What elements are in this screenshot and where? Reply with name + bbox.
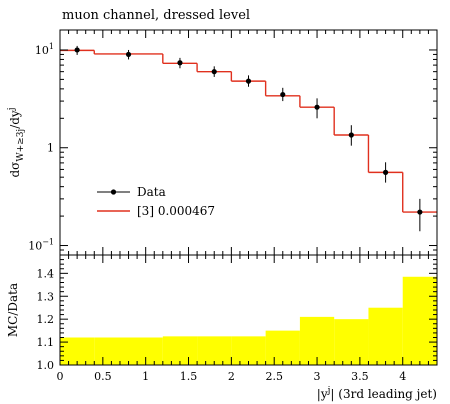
ratio-xtick-label: 2 — [228, 370, 235, 383]
chart-title: muon channel, dressed level — [62, 8, 250, 23]
data-point-7 — [314, 104, 320, 110]
main-axis-ticks: 10−1 1 101 — [28, 30, 437, 256]
ratio-xtick-label: 1.5 — [180, 370, 198, 383]
ratio-panel: 1.0 1.1 1.2 1.3 1.4 0 0.5 1 1.5 2 2.5 3 3.5 4 MC/Data… — [6, 254, 438, 401]
ratio-ytick-label: 1.3 — [37, 290, 55, 303]
main-data-points — [74, 45, 423, 232]
ratio-bar-5 — [231, 336, 266, 365]
ratio-xtick-label: 0 — [57, 370, 64, 383]
ratio-bar-3 — [162, 336, 198, 365]
ratio-bar-7 — [299, 316, 335, 365]
main-y-axis-label: dσW+≥3j/dyj — [7, 107, 26, 177]
ratio-y-axis-label: MC/Data — [6, 283, 20, 337]
data-point-5 — [245, 78, 252, 84]
main-ytick-label: 1 — [47, 142, 54, 155]
legend-label-mc: [3] 0.000467 — [137, 204, 215, 218]
ratio-bar-8 — [334, 319, 369, 365]
ratio-ytick-label: 1.2 — [37, 313, 55, 326]
main-ytick-label: 10−1 — [28, 238, 54, 253]
main-plot-frame — [59, 29, 438, 256]
data-point-2 — [125, 51, 132, 58]
ratio-xtick-label: 1 — [142, 370, 149, 383]
ratio-axis-ticks: 1.0 1.1 1.2 1.3 1.4 0 0.5 1 1.5 2 2.5 3 3.5 4 — [37, 254, 437, 383]
ratio-bar-6 — [265, 330, 300, 365]
legend: Data [3] 0.000467 — [97, 185, 215, 218]
ratio-band — [60, 276, 437, 365]
ratio-plot-frame — [59, 254, 438, 366]
ratio-bar-4 — [197, 336, 232, 365]
x-axis-label: |yj| (3rd leading jet) — [317, 386, 437, 401]
ratio-xtick-label: 4 — [399, 370, 406, 383]
ratio-ytick-label: 1.1 — [37, 336, 55, 349]
ratio-bar-10 — [402, 276, 437, 365]
ratio-xtick-label: 2.5 — [265, 370, 283, 383]
data-point-9 — [382, 169, 389, 175]
ratio-ytick-label: 1.4 — [37, 267, 55, 280]
ratio-xtick-label: 0.5 — [94, 370, 112, 383]
data-point-4 — [211, 69, 217, 75]
main-series-line — [60, 49, 437, 213]
legend-data-marker — [110, 189, 117, 195]
data-point-3 — [177, 60, 183, 66]
main-ytick-label: 101 — [35, 42, 54, 57]
data-point-6 — [280, 91, 286, 98]
ratio-xtick-label: 3.5 — [351, 370, 369, 383]
data-point-8 — [348, 132, 354, 138]
data-point-1 — [74, 47, 80, 53]
ratio-xtick-label: 3 — [314, 370, 321, 383]
main-panel: 10−1 1 101 dσW+≥3j/dyj Data [3] 0.000467 — [7, 29, 438, 256]
data-point-10 — [417, 209, 423, 215]
legend-label-data: Data — [137, 185, 166, 199]
ratio-ytick-label: 1.0 — [37, 359, 55, 372]
ratio-bar-2 — [94, 337, 163, 365]
ratio-bar-9 — [368, 307, 403, 365]
